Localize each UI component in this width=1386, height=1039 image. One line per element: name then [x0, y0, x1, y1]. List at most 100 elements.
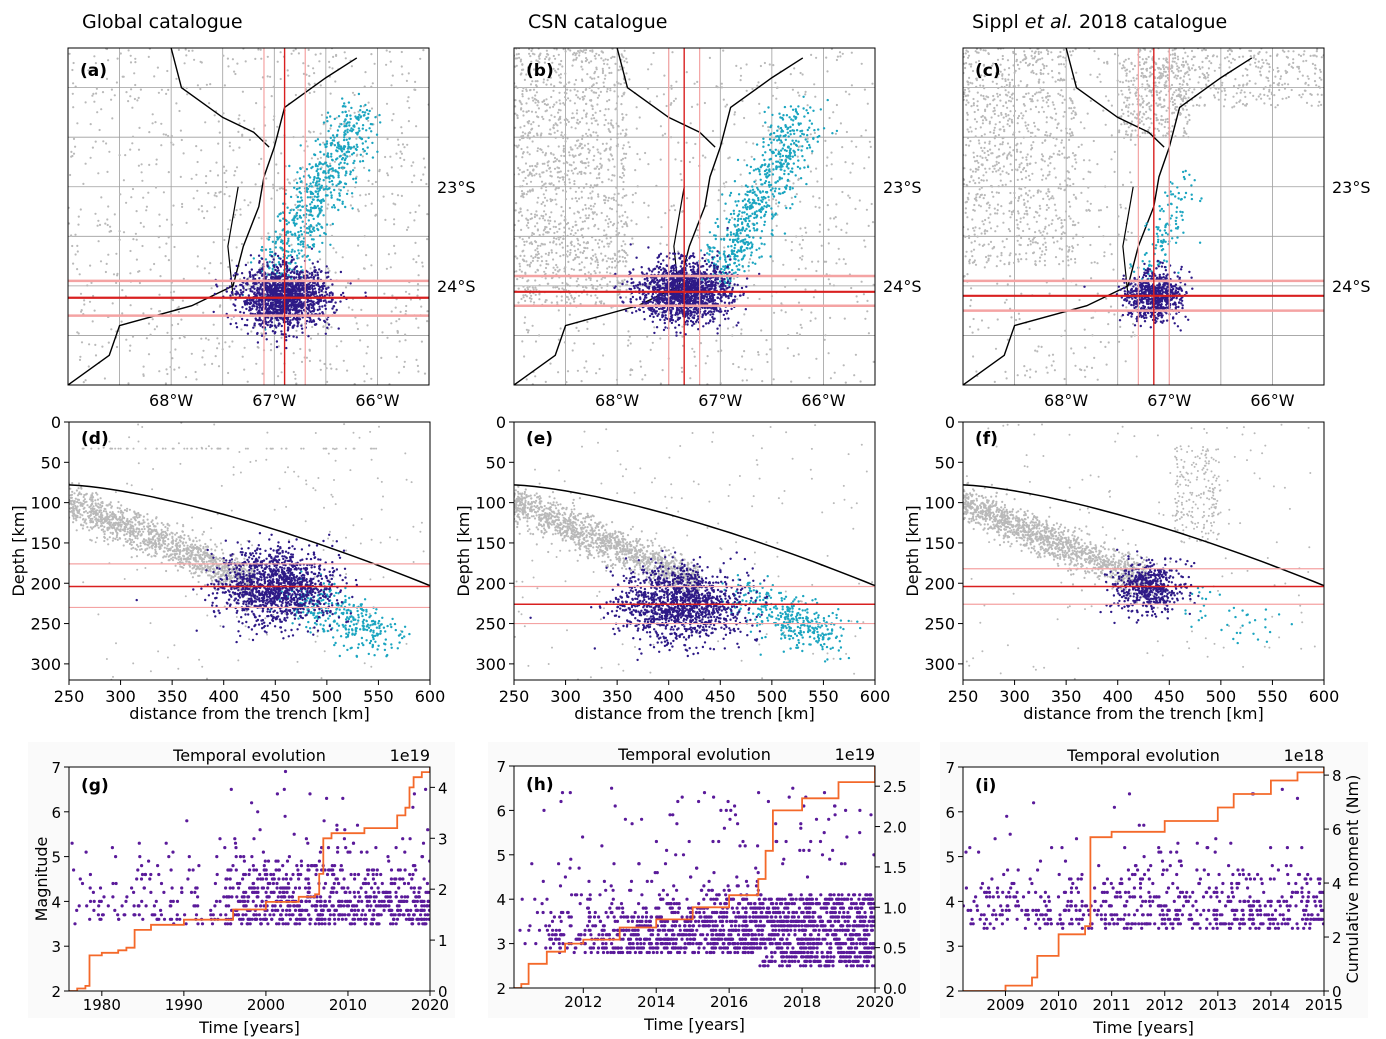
event-point [871, 221, 875, 224]
event-point [810, 311, 813, 314]
event-point [260, 249, 264, 252]
event-point [292, 326, 295, 329]
event-point [324, 176, 327, 179]
event-point [554, 268, 557, 271]
event-point [86, 284, 89, 287]
event-point [338, 194, 341, 197]
event-point [196, 84, 199, 87]
event-point [761, 380, 764, 383]
event-point [385, 49, 388, 52]
event-point [153, 262, 156, 266]
event-point [675, 80, 678, 83]
event-point [298, 204, 301, 207]
event-point [293, 276, 296, 279]
event-point [235, 166, 239, 169]
event-point [544, 252, 548, 255]
event-point [533, 215, 537, 219]
event-point [71, 68, 74, 72]
event-point [536, 115, 539, 118]
event-point [824, 334, 827, 337]
event-point [610, 71, 613, 74]
event-point [248, 299, 251, 302]
event-point [800, 247, 803, 250]
event-point [142, 312, 145, 315]
event-point [542, 78, 546, 81]
event-point [345, 192, 349, 196]
event-point [623, 49, 626, 52]
event-point [351, 169, 355, 172]
event-point [182, 277, 185, 280]
event-point [328, 60, 331, 64]
event-point [305, 73, 308, 76]
event-point [249, 289, 252, 293]
lon-tick-label: 67°W [252, 391, 296, 410]
event-point [407, 96, 410, 99]
event-point [313, 270, 317, 273]
event-point [598, 367, 601, 371]
event-point [258, 292, 261, 295]
event-point [166, 69, 169, 73]
event-point [604, 58, 607, 61]
event-point [319, 201, 323, 205]
event-point [570, 240, 573, 243]
event-point [539, 136, 542, 139]
event-point [242, 290, 245, 294]
event-point [775, 224, 778, 227]
event-point [329, 92, 332, 95]
event-point [423, 166, 427, 169]
event-point [596, 123, 600, 126]
event-point [862, 293, 866, 296]
event-point [255, 289, 259, 292]
event-point [298, 252, 301, 255]
event-point [101, 345, 104, 348]
event-point [755, 222, 759, 225]
event-point [588, 61, 591, 64]
event-point [346, 162, 349, 166]
event-point [131, 187, 135, 191]
event-point [532, 256, 535, 260]
event-point [635, 106, 638, 109]
event-point [335, 184, 338, 187]
event-point [524, 299, 527, 302]
event-point [273, 307, 277, 310]
event-point [326, 152, 330, 155]
event-point [306, 307, 310, 310]
event-point [302, 240, 305, 243]
event-point [670, 136, 673, 139]
event-point [774, 81, 777, 84]
event-point [419, 57, 422, 60]
event-point [289, 271, 292, 274]
event-point [107, 341, 110, 344]
event-point [612, 196, 615, 199]
event-point [403, 158, 406, 161]
event-point [527, 226, 530, 229]
event-point [550, 249, 553, 252]
event-point [300, 311, 304, 314]
event-point [327, 169, 330, 172]
event-point [353, 166, 356, 169]
event-point [748, 172, 751, 175]
event-point [205, 83, 208, 86]
event-point [792, 354, 795, 357]
event-point [94, 354, 98, 357]
event-point [520, 270, 523, 273]
event-point [97, 240, 100, 243]
event-point [609, 130, 612, 134]
event-point [216, 174, 220, 177]
event-point [559, 121, 562, 124]
event-point [242, 311, 246, 314]
event-point [260, 308, 264, 312]
event-point [296, 257, 299, 260]
event-point [307, 174, 310, 177]
event-point [546, 282, 549, 285]
event-point [767, 199, 771, 202]
event-point [178, 366, 181, 369]
event-point [297, 52, 300, 55]
event-point [827, 228, 830, 231]
event-point [850, 286, 853, 290]
event-point [160, 144, 163, 147]
event-point [739, 67, 743, 70]
event-point [285, 219, 288, 223]
map-frame [67, 47, 430, 386]
event-point [593, 184, 596, 187]
